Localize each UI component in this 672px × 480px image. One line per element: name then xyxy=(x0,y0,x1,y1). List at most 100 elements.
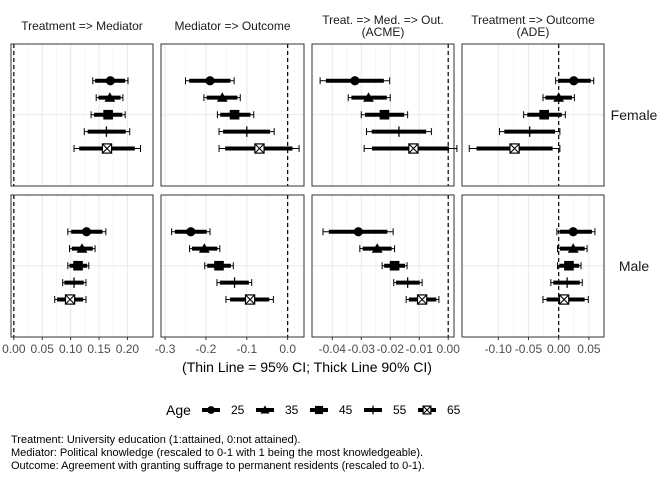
legend-entry-65: 65 xyxy=(418,403,461,417)
panel-border xyxy=(311,194,455,338)
marker-boxed-x xyxy=(101,143,113,154)
estimate-age-35 xyxy=(69,243,96,253)
estimate-age-45 xyxy=(556,260,582,271)
x-tick-label: 0.00 xyxy=(2,342,26,356)
marker-triangle xyxy=(363,92,374,102)
estimate-age-25 xyxy=(92,76,129,86)
marker-circle xyxy=(350,76,360,86)
x-tick-label: 0.10 xyxy=(59,342,83,356)
estimate-age-25 xyxy=(171,227,211,237)
estimate-age-65 xyxy=(73,143,142,154)
marker-triangle xyxy=(76,243,88,253)
marker-triangle xyxy=(198,243,210,253)
marker-circle xyxy=(186,227,196,237)
x-tick-label: 0.00 xyxy=(547,342,571,356)
estimate-age-45 xyxy=(216,109,255,120)
legend-entry-45: 45 xyxy=(310,403,353,417)
estimate-age-55 xyxy=(83,126,131,137)
marker-plus xyxy=(561,277,573,288)
marker-plus xyxy=(241,126,252,137)
marker-circle xyxy=(81,227,92,237)
estimate-age-65 xyxy=(54,294,87,305)
marker-boxed-x xyxy=(509,143,520,154)
estimate-age-25 xyxy=(319,76,391,86)
x-tick-label: 0.05 xyxy=(31,342,55,356)
marker-circle xyxy=(353,227,363,237)
estimate-age-65 xyxy=(218,143,300,154)
x-tick-label: -0.01 xyxy=(406,342,434,356)
marker-circle xyxy=(205,76,215,86)
marker-triangle xyxy=(567,243,579,253)
legend-label: 65 xyxy=(447,403,461,417)
marker-circle xyxy=(105,76,115,86)
estimate-age-25 xyxy=(67,227,107,237)
estimate-age-55 xyxy=(216,277,253,288)
estimate-age-25 xyxy=(185,76,235,86)
column-title: Treatment => Mediator xyxy=(21,19,143,33)
panel-border xyxy=(160,43,305,187)
marker-square xyxy=(539,109,549,120)
legend-entry-55: 55 xyxy=(364,403,407,417)
marker-plus xyxy=(68,277,80,288)
estimate-age-35 xyxy=(556,243,588,253)
estimate-age-65 xyxy=(405,294,440,305)
marker-boxed-x xyxy=(558,294,570,305)
panel xyxy=(311,43,458,187)
x-tick-label: -0.2 xyxy=(196,342,217,356)
column-title: Treatment => Outcome xyxy=(471,13,595,27)
marker-square xyxy=(314,405,324,415)
x-tick-label: -0.05 xyxy=(515,342,543,356)
legend-label: 35 xyxy=(285,403,299,417)
row-strip-label: Male xyxy=(619,258,650,274)
marker-circle xyxy=(568,227,578,237)
marker-triangle xyxy=(553,92,565,102)
marker-square xyxy=(103,109,113,120)
marker-square xyxy=(214,260,224,271)
row-strip-label: Female xyxy=(611,107,658,123)
estimate-age-35 xyxy=(95,92,124,102)
marker-triangle xyxy=(216,92,228,102)
marker-circle xyxy=(207,406,215,414)
x-tick-label: -0.1 xyxy=(236,342,257,356)
estimate-age-25 xyxy=(556,227,596,237)
caption-line: Outcome: Agreement with granting suffrag… xyxy=(11,460,425,472)
estimate-age-35 xyxy=(542,92,575,102)
estimate-age-25 xyxy=(322,227,394,237)
estimate-age-45 xyxy=(523,109,566,120)
estimate-age-45 xyxy=(90,109,126,120)
panel-border xyxy=(10,43,154,187)
x-tick-label: -0.04 xyxy=(319,342,347,356)
marker-boxed-x xyxy=(416,294,428,305)
estimate-age-65 xyxy=(542,294,589,305)
estimate-age-55 xyxy=(62,277,87,288)
marker-plus xyxy=(524,126,535,137)
marker-boxed-x xyxy=(244,294,256,305)
estimate-age-65 xyxy=(468,143,561,154)
column-titles: Treatment => Mediator Mediator => Outcome… xyxy=(21,13,595,39)
estimate-age-35 xyxy=(203,92,241,102)
legend-label: 45 xyxy=(339,403,353,417)
x-tick-label: 0.15 xyxy=(87,342,111,356)
column-title: (ADE) xyxy=(517,25,550,39)
x-tick-label: 0.00 xyxy=(437,342,461,356)
marker-triangle xyxy=(260,405,270,414)
panel xyxy=(311,194,455,338)
estimate-age-35 xyxy=(347,92,391,102)
marker-boxed-x xyxy=(254,143,265,154)
panel-border xyxy=(461,194,605,338)
legend: Age 25 35 45 55 65 xyxy=(166,402,461,418)
x-tick-label: -0.10 xyxy=(485,342,513,356)
column-title: Mediator => Outcome xyxy=(174,19,290,33)
x-axis-label: (Thin Line = 95% CI; Thick Line 90% CI) xyxy=(182,359,432,375)
estimate-age-45 xyxy=(67,260,90,271)
marker-plus xyxy=(393,126,405,137)
marker-square xyxy=(564,260,574,271)
panel-border xyxy=(10,194,154,338)
caption-line: Treatment: University education (1:attai… xyxy=(11,434,300,446)
estimate-age-35 xyxy=(359,243,396,253)
marker-boxed-x xyxy=(64,294,76,305)
panel xyxy=(10,194,154,338)
panel-grid xyxy=(10,43,605,338)
x-tick-label: -0.02 xyxy=(377,342,405,356)
